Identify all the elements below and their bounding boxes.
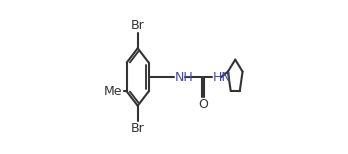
Text: Br: Br (131, 19, 144, 32)
Text: HN: HN (213, 71, 231, 83)
Text: Br: Br (131, 122, 144, 135)
Text: O: O (198, 98, 208, 111)
Text: NH: NH (175, 71, 193, 83)
Text: Me: Me (104, 85, 122, 98)
